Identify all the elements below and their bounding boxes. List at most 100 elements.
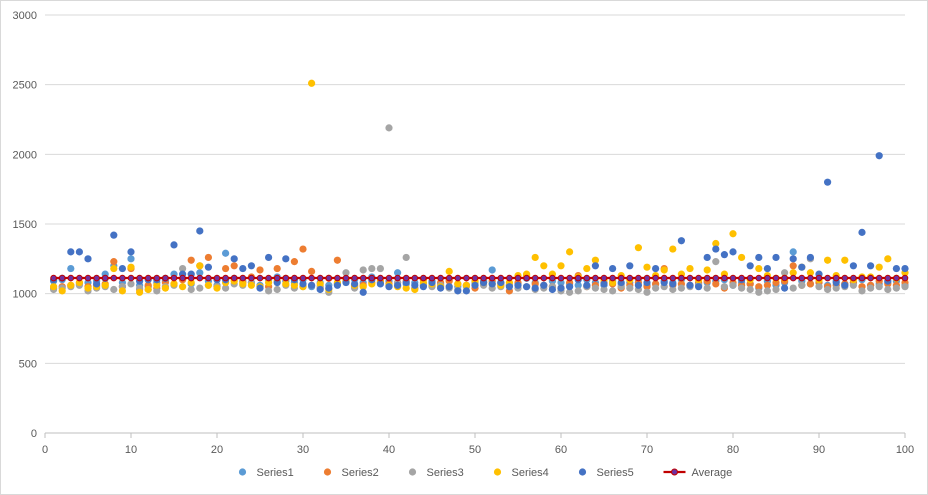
average-point	[497, 274, 505, 282]
data-point	[841, 281, 849, 289]
data-point	[712, 280, 720, 288]
x-tick-label: 20	[211, 444, 223, 456]
legend-item-series3[interactable]: Series3	[408, 467, 464, 479]
data-point	[161, 284, 169, 292]
average-point	[807, 274, 814, 282]
data-point	[290, 281, 298, 289]
data-point	[686, 281, 694, 289]
data-point	[867, 284, 875, 292]
data-point	[703, 266, 711, 274]
average-point	[884, 274, 892, 282]
data-point	[127, 263, 135, 271]
average-point	[127, 274, 135, 282]
average-point	[609, 274, 616, 282]
legend-marker-swatch	[671, 468, 678, 476]
data-point	[445, 283, 453, 291]
average-point	[875, 274, 883, 282]
data-point	[67, 264, 75, 273]
data-point	[204, 263, 212, 271]
average-point	[377, 274, 384, 282]
average-point	[428, 274, 436, 282]
x-tick-label: 80	[727, 444, 739, 456]
data-point	[695, 283, 703, 291]
data-point	[789, 284, 797, 292]
data-point	[755, 264, 763, 273]
data-point	[858, 287, 866, 295]
data-point	[566, 283, 574, 291]
average-point	[764, 274, 771, 282]
data-point	[849, 262, 858, 270]
data-point	[179, 283, 187, 291]
data-point	[153, 281, 161, 289]
average-point	[557, 274, 565, 282]
legend-marker-swatch	[493, 468, 502, 476]
data-point	[738, 284, 746, 292]
axes: 0 500 1000 1500 2000 2500 3000 0 10 20 30 40 50 60 70 8…	[13, 10, 915, 456]
data-point	[884, 255, 892, 263]
data-point	[660, 266, 668, 274]
average-point	[729, 274, 737, 282]
data-point	[583, 264, 591, 273]
average-point	[703, 274, 711, 282]
average-point	[179, 274, 186, 282]
average-point	[291, 274, 298, 282]
data-point	[256, 266, 264, 274]
data-point	[781, 269, 789, 277]
average-point	[463, 274, 470, 282]
legend-item-series5[interactable]: Series5	[578, 467, 634, 479]
data-point	[282, 255, 290, 263]
data-point	[230, 262, 238, 270]
data-point	[634, 281, 643, 289]
average-point	[76, 274, 83, 282]
legend-label: Series5	[597, 467, 634, 479]
data-point	[789, 269, 797, 277]
data-point	[273, 285, 281, 294]
data-point	[316, 280, 324, 288]
data-point	[308, 267, 316, 275]
data-point	[583, 281, 591, 289]
legend-label: Series3	[427, 467, 464, 479]
average-point	[506, 274, 513, 282]
average-point	[196, 274, 204, 282]
legend-marker-swatch	[408, 468, 417, 476]
data-point	[763, 281, 772, 289]
data-point	[806, 269, 815, 277]
data-point	[359, 283, 367, 291]
data-point	[136, 288, 144, 296]
legend-marker-swatch	[323, 468, 332, 476]
data-point	[325, 284, 333, 292]
legend-item-average[interactable]: Average	[663, 467, 733, 479]
average-point	[781, 274, 788, 282]
average-point	[359, 274, 367, 282]
data-point	[901, 264, 909, 273]
average-point	[110, 274, 118, 282]
average-point	[824, 274, 831, 282]
data-point	[342, 269, 350, 277]
average-point	[394, 274, 401, 282]
legend-item-series2[interactable]: Series2	[323, 467, 379, 479]
average-point	[540, 274, 548, 282]
data-point	[703, 284, 711, 292]
average-point	[815, 274, 823, 282]
data-point	[755, 283, 763, 291]
average-point	[256, 274, 264, 282]
legend-item-series1[interactable]: Series1	[238, 467, 294, 479]
average-point	[643, 274, 651, 282]
data-point	[222, 264, 230, 273]
data-point	[806, 253, 815, 262]
average-point	[858, 274, 866, 282]
data-point	[755, 253, 763, 262]
average-point	[678, 274, 685, 282]
data-point	[359, 266, 367, 274]
average-point	[738, 274, 745, 282]
data-point	[290, 258, 298, 266]
average-point	[351, 274, 358, 282]
average-point	[893, 274, 900, 282]
data-point	[170, 280, 178, 288]
average-point	[755, 274, 763, 282]
average-point	[308, 274, 315, 282]
data-point	[566, 248, 574, 256]
data-point	[591, 262, 600, 270]
grid-lines	[45, 14, 905, 364]
legend-item-series4[interactable]: Series4	[493, 467, 549, 479]
